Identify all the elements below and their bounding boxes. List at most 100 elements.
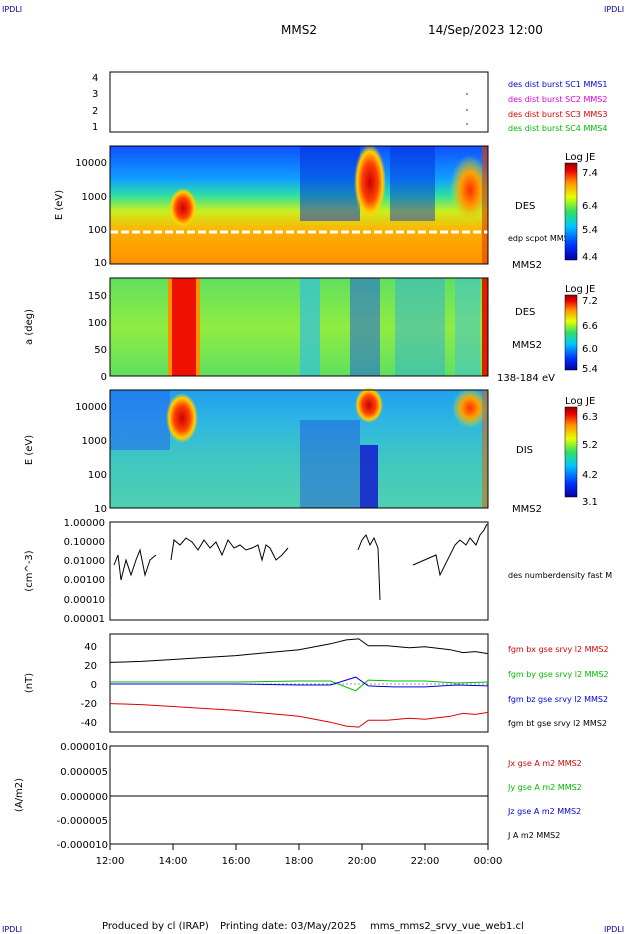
pitch-ylabel: a (deg): [24, 309, 35, 345]
j-ytick-3: -0.000005: [57, 816, 108, 827]
b-ytick-40: 40: [84, 642, 97, 653]
b-ytick-neg20: -20: [81, 699, 97, 710]
pitch-ytick-0: 0: [101, 372, 107, 383]
des-e-cbar-tick-3: 4.4: [582, 252, 598, 263]
pitch-ytick-50: 50: [94, 345, 107, 356]
x-tick-label: 00:00: [474, 856, 503, 867]
panel-des-energy: 10000 1000 100 10 E (eV) DES edp scpot M…: [54, 144, 598, 271]
burst-legend-sc3: des dist burst SC3 MMS3: [508, 110, 607, 119]
pitch-colorbar: [564, 294, 578, 371]
x-tick-label: 12:00: [96, 856, 125, 867]
panel-des-pitch: 150 100 50 0 a (deg) DES MMS2 138-184 eV…: [24, 277, 598, 384]
des-e-colorbar: [564, 162, 578, 261]
dis-e-cbar-tick-3: 3.1: [582, 497, 598, 508]
des-e-ytick-1000: 1000: [82, 192, 107, 203]
des-e-instrument: DES: [515, 201, 535, 212]
dis-e-ytick-1000: 1000: [82, 436, 107, 447]
x-tick-label: 20:00: [348, 856, 377, 867]
b-series-line-0: [109, 638, 489, 663]
corner-mark-bottom-right: IPDLI: [604, 925, 624, 934]
x-tick-label: 16:00: [222, 856, 251, 867]
panel-density: 1.00000 0.10000 0.01000 0.00100 0.00010 …: [24, 518, 612, 625]
pitch-spacecraft: MMS2: [512, 340, 542, 351]
b-series-line-2: [110, 679, 489, 692]
dis-e-colorbar: [564, 406, 578, 498]
des-e-ytick-10: 10: [94, 258, 107, 269]
pitch-instrument: DES: [515, 307, 535, 318]
dis-e-cbar-tick-1: 5.2: [582, 440, 598, 451]
dis-e-colorbar-title: Log JE: [565, 396, 595, 407]
density-legend: des numberdensity fast M: [508, 571, 612, 580]
pitch-cbar-tick-2: 6.0: [582, 344, 598, 355]
burst-ytick-2: 2: [92, 106, 98, 117]
b-legend-bt: fgm bt gse srvy l2 MMS2: [508, 719, 607, 728]
b-ylabel: (nT): [24, 673, 35, 693]
corner-mark-bottom-left: IPDLI: [2, 925, 22, 934]
des-e-spacecraft: MMS2: [512, 260, 542, 271]
dis-e-ylabel: E (eV): [24, 435, 35, 465]
b-ytick-20: 20: [84, 661, 97, 672]
density-ytick-3: 0.00100: [64, 575, 105, 586]
x-axis: 12:00 14:00 16:00 18:00 20:00 22:00 00:00: [96, 844, 503, 867]
pitch-cbar-tick-0: 7.2: [582, 296, 598, 307]
b-ytick-neg40: -40: [81, 718, 97, 729]
pitch-cbar-tick-3: 5.4: [582, 364, 598, 375]
pitch-cbar-tick-1: 6.6: [582, 321, 598, 332]
corner-mark-top-left: IPDLI: [2, 5, 22, 14]
des-e-ylabel: E (eV): [54, 190, 65, 220]
j-legend-jx: Jx gse A m2 MMS2: [507, 759, 582, 768]
des-e-ytick-10000: 10000: [75, 158, 107, 169]
j-ytick-4: -0.000010: [57, 840, 108, 851]
dis-e-spacecraft: MMS2: [512, 504, 542, 515]
des-e-cbar-tick-2: 5.4: [582, 225, 598, 236]
j-legend-jy: Jy gse A m2 MMS2: [507, 783, 582, 792]
b-legend-by: fgm by gse srvy l2 MMS2: [508, 670, 609, 679]
density-ytick-4: 0.00010: [64, 595, 105, 606]
dis-e-instrument: DIS: [516, 445, 533, 456]
density-ylabel: (cm^-3): [24, 550, 35, 591]
b-legend-bx: fgm bx gse srvy l2 MMS2: [508, 645, 609, 654]
b-legend-bz: fgm bz gse srvy l2 MMS2: [508, 695, 608, 704]
pitch-colorbar-title: Log JE: [565, 284, 595, 295]
burst-ytick-4: 4: [92, 73, 98, 84]
density-ytick-2: 0.01000: [64, 556, 105, 567]
x-tick-label: 18:00: [285, 856, 314, 867]
header-spacecraft: MMS2: [281, 23, 317, 37]
dis-e-ytick-100: 100: [88, 470, 107, 481]
j-ytick-2: 0.000000: [60, 792, 108, 803]
density-ytick-1: 0.10000: [64, 537, 105, 548]
footer-filename: mms_mms2_srvy_vue_web1.cl: [370, 921, 524, 932]
dis-e-cbar-tick-0: 6.3: [582, 412, 598, 423]
panel-burst: 4 3 2 1 des dist burst SC1 MMS1 des dist…: [92, 71, 607, 133]
j-legend-jtotal: J A m2 MMS2: [507, 831, 560, 840]
j-ytick-0: 0.000010: [60, 742, 108, 753]
burst-ytick-3: 3: [92, 89, 98, 100]
panel-current-density: 0.000010 0.000005 0.000000 -0.000005 -0.…: [14, 742, 582, 851]
des-e-overlay-label: edp scpot MMS2: [508, 234, 574, 243]
burst-legend-sc2: des dist burst SC2 MMS2: [508, 95, 607, 104]
j-ytick-1: 0.000005: [60, 767, 108, 778]
burst-ytick-1: 1: [92, 122, 98, 133]
j-ylabel: (A/m2): [14, 778, 25, 812]
burst-legend-sc1: des dist burst SC1 MMS1: [508, 80, 607, 89]
header-datetime: 14/Sep/2023 12:00: [428, 23, 543, 37]
pitch-ytick-150: 150: [88, 291, 107, 302]
b-series-line-1: [109, 703, 489, 728]
j-legend-jz: Jz gse A m2 MMS2: [507, 807, 581, 816]
burst-legend-sc4: des dist burst SC4 MMS4: [508, 124, 607, 133]
des-e-ytick-100: 100: [88, 225, 107, 236]
b-ytick-0: 0: [91, 680, 97, 691]
dis-e-ytick-10: 10: [94, 504, 107, 515]
footer-produced: Produced by cl (IRAP): [102, 921, 209, 932]
des-e-cbar-tick-1: 6.4: [582, 201, 598, 212]
corner-mark-top-right: IPDLI: [604, 5, 624, 14]
des-e-cbar-tick-0: 7.4: [582, 168, 598, 179]
des-e-colorbar-title: Log JE: [565, 152, 595, 163]
dis-e-cbar-tick-2: 4.2: [582, 470, 598, 481]
x-tick-label: 14:00: [159, 856, 188, 867]
b-series-line-3: [110, 676, 489, 688]
dis-e-ytick-10000: 10000: [75, 402, 107, 413]
pitch-energy-range: 138-184 eV: [497, 373, 555, 384]
panel-magnetic-field: 40 20 0 -20 -40 (nT) fgm bx gse srvy l2 …: [24, 633, 609, 733]
